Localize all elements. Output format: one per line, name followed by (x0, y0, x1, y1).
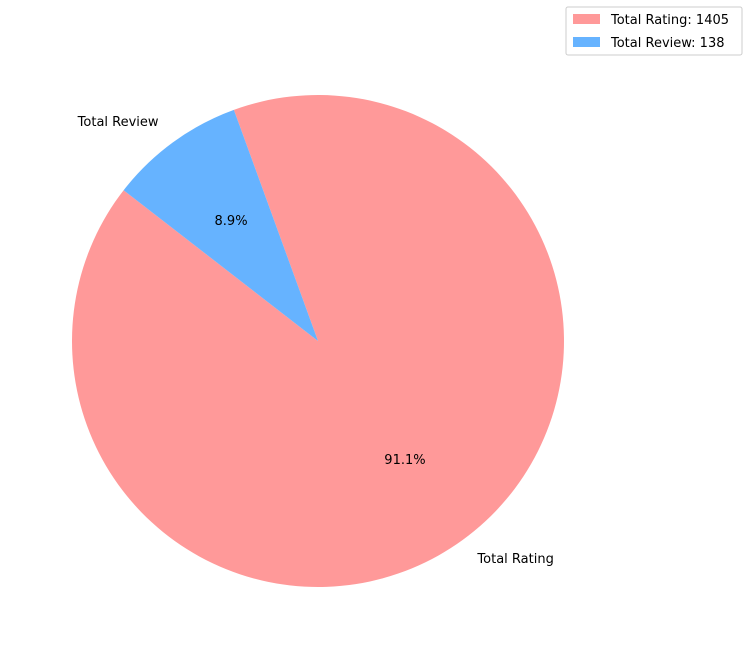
slice-label-total-review: Total Review (77, 115, 159, 130)
slice-percent-total-review: 8.9% (215, 214, 248, 229)
legend-swatch-total-review (573, 37, 600, 47)
legend: Total Rating: 1405 Total Review: 138 (566, 7, 742, 55)
legend-label-total-rating: Total Rating: 1405 (610, 13, 729, 28)
slice-label-total-rating: Total Rating (476, 552, 553, 567)
slice-percent-total-rating: 91.1% (384, 453, 425, 468)
pie-slices (72, 95, 564, 587)
legend-swatch-total-rating (573, 14, 600, 24)
legend-label-total-review: Total Review: 138 (610, 36, 725, 51)
